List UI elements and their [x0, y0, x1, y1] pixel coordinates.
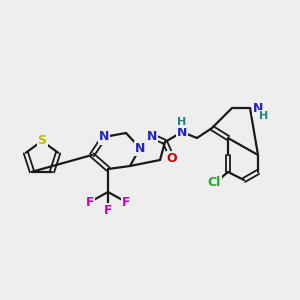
Text: N: N	[253, 101, 263, 115]
Text: N: N	[99, 130, 109, 143]
Text: H: H	[260, 111, 268, 121]
Text: O: O	[167, 152, 177, 164]
Text: N: N	[147, 130, 157, 142]
Text: Cl: Cl	[207, 176, 220, 188]
Text: H: H	[177, 117, 187, 127]
Text: F: F	[122, 196, 130, 208]
Text: S: S	[38, 134, 46, 148]
Text: N: N	[135, 142, 145, 154]
Text: F: F	[104, 203, 112, 217]
Text: F: F	[86, 196, 94, 208]
Text: N: N	[177, 125, 187, 139]
Text: N: N	[135, 142, 145, 154]
